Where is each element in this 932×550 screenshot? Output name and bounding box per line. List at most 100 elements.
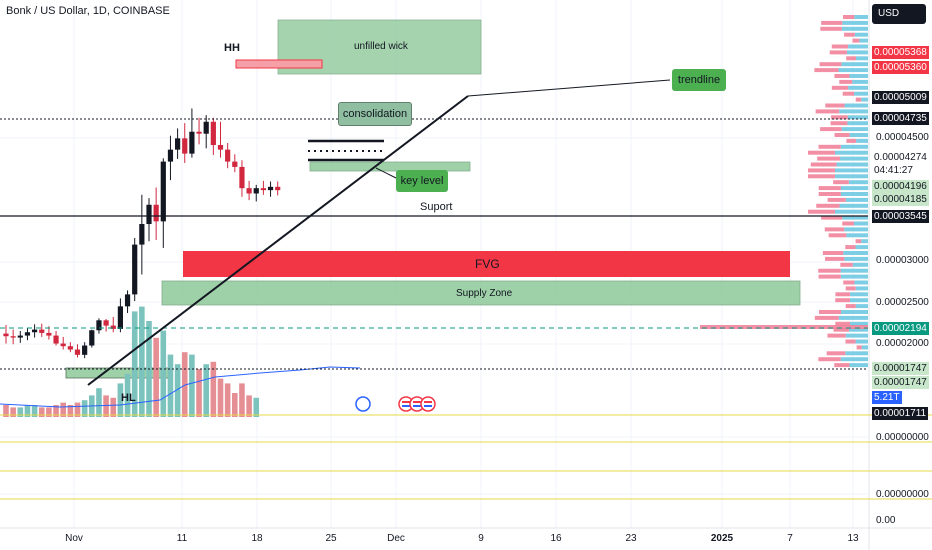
price-tick-label: 0.00004500 <box>876 132 929 143</box>
price-label: 0.00005368 <box>872 46 929 59</box>
candle-body <box>89 330 95 346</box>
candle-body <box>153 204 159 222</box>
price-label: 0.00004196 <box>872 180 929 193</box>
volume-bar <box>174 364 181 417</box>
fvg-label: FVG <box>475 257 500 271</box>
profile-bar-pink <box>831 85 849 90</box>
profile-bar-blue <box>839 109 868 114</box>
price-label: 0.00001747 <box>872 362 929 375</box>
profile-bar-pink <box>834 133 850 137</box>
profile-bar-blue <box>845 351 868 356</box>
profile-bar-blue <box>855 339 868 344</box>
profile-bar-pink <box>842 221 854 226</box>
profile-bar-pink <box>814 315 839 320</box>
profile-bar-pink <box>821 20 843 25</box>
time-tick-label: 7 <box>787 533 793 544</box>
profile-bar-pink <box>845 304 856 309</box>
event-icon-flag-stripe <box>413 405 421 407</box>
profile-bar-blue <box>854 15 868 19</box>
volume-bar <box>110 397 117 417</box>
profile-poc <box>700 325 868 329</box>
profile-bar-pink <box>817 156 841 161</box>
profile-bar-blue <box>854 280 868 285</box>
volume-bar <box>117 383 124 417</box>
profile-bar-pink <box>828 233 847 238</box>
profile-bar-pink <box>830 121 848 126</box>
profile-bar-blue <box>861 345 868 350</box>
price-tick-label: 0.00000000 <box>876 432 929 443</box>
time-tick-label: 2025 <box>710 533 734 544</box>
currency-button[interactable]: USD <box>872 4 926 24</box>
profile-bar-pink <box>818 144 841 149</box>
price-label: 0.00001711 <box>872 407 929 420</box>
price-label: 0.00001747 <box>872 376 929 389</box>
unfilled-wick-label: unfilled wick <box>354 41 408 52</box>
profile-bar-blue <box>849 327 868 332</box>
candle-body <box>32 329 38 333</box>
volume-bar <box>246 395 252 417</box>
profile-bar-blue <box>835 150 868 155</box>
profile-bar-blue <box>850 292 868 297</box>
profile-bar-blue <box>847 121 868 126</box>
profile-bar-pink <box>818 268 841 273</box>
volume-bar <box>24 405 31 417</box>
profile-bar-pink <box>845 245 856 250</box>
profile-bar-blue <box>855 286 868 291</box>
candle-body <box>160 161 166 222</box>
hh-label: HH <box>224 42 240 54</box>
profile-bar-pink <box>833 327 850 332</box>
profile-bar-pink <box>831 44 849 49</box>
profile-bar-blue <box>840 156 868 161</box>
supply-zone <box>161 280 801 306</box>
chart-title: Bonk / US Dollar, 1D, COINBASE <box>6 5 170 17</box>
time-tick-label: 11 <box>176 533 188 544</box>
time-tick-label: 18 <box>251 533 263 544</box>
volume-bar <box>139 306 145 417</box>
profile-bar-pink <box>827 197 846 202</box>
volume-bar <box>232 393 238 417</box>
candle-body <box>24 332 31 336</box>
price-label: 5.21T <box>872 391 902 404</box>
profile-bar-pink <box>844 32 855 37</box>
candle-body <box>260 188 266 191</box>
profile-bar-pink <box>815 109 840 114</box>
profile-bar-pink <box>825 256 845 261</box>
fvg-zone <box>183 251 790 277</box>
profile-bar-pink <box>843 15 855 19</box>
volume-bar <box>189 354 195 417</box>
volume-bar <box>210 361 217 417</box>
supply-zone-label: Supply Zone <box>456 288 513 299</box>
profile-bar-pink <box>816 203 840 208</box>
profile-bar-pink <box>834 74 850 78</box>
profile-bar-blue <box>856 56 868 61</box>
time-tick-label: Nov <box>65 533 83 544</box>
profile-bar-blue <box>848 44 868 49</box>
candle-body <box>110 325 116 329</box>
time-tick-label: 13 <box>847 533 859 544</box>
profile-bar-blue <box>840 186 868 191</box>
profile-bar-blue <box>835 209 868 214</box>
profile-bar-blue <box>844 227 868 232</box>
candle-body <box>53 335 59 344</box>
event-icon-flag-stripe <box>424 405 432 407</box>
profile-bar-pink <box>835 298 851 303</box>
price-label: 0.00004185 <box>872 193 929 206</box>
volume-bar <box>38 407 45 417</box>
profile-bar-blue <box>855 304 868 309</box>
support-label: Suport <box>420 201 453 213</box>
profile-bar-pink <box>825 103 845 108</box>
volume-bar <box>96 388 102 417</box>
profile-bar-pink <box>808 209 835 214</box>
profile-bar-blue <box>840 144 868 149</box>
profile-bar-blue <box>852 79 868 84</box>
candle-body <box>275 186 281 191</box>
profile-bar-pink <box>852 38 860 43</box>
profile-bar-blue <box>840 268 868 273</box>
candle-body <box>39 329 45 333</box>
profile-bar-pink <box>822 251 844 255</box>
price-label: 0.00003545 <box>872 210 929 223</box>
price-label: 0.00002194 <box>872 322 929 335</box>
profile-bar-pink <box>810 162 837 167</box>
